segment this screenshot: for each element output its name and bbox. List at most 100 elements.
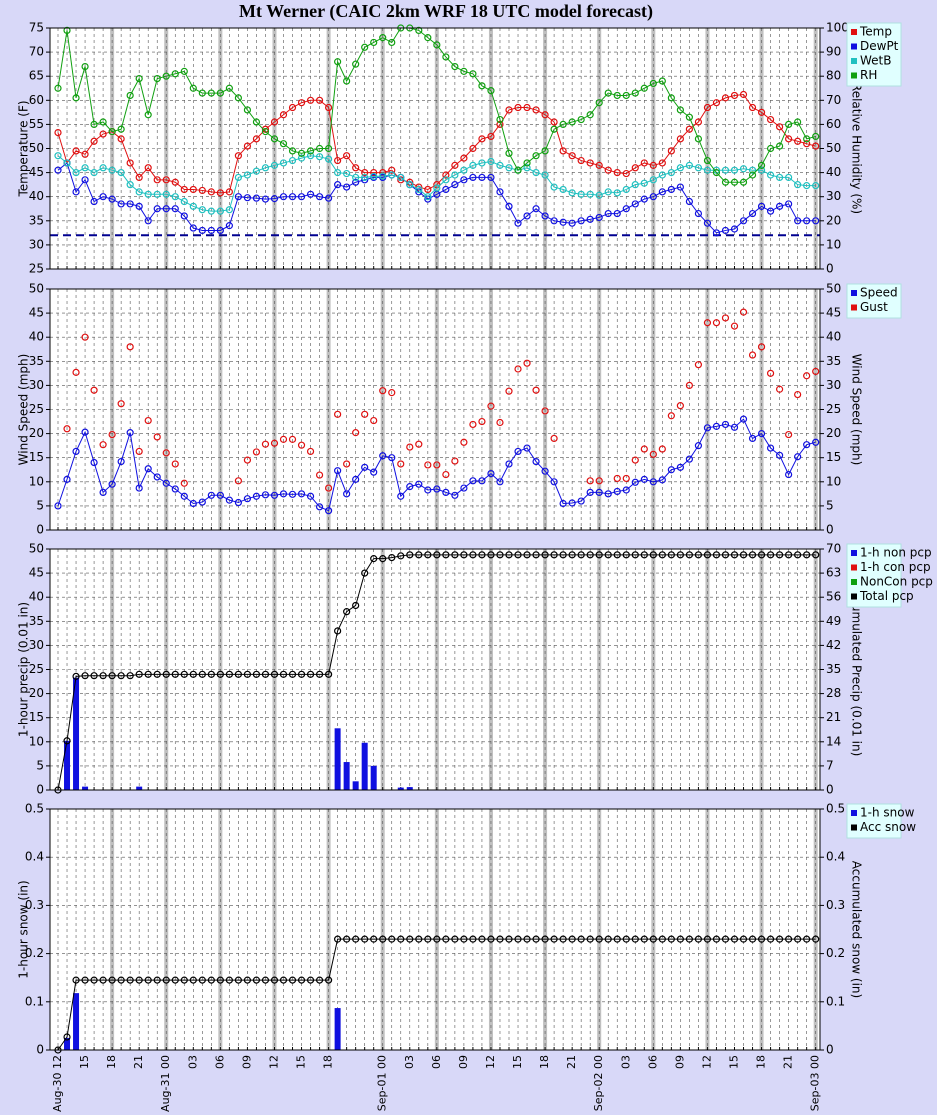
y-tick-label: 40 xyxy=(29,189,44,203)
point xyxy=(541,935,549,943)
point xyxy=(812,182,820,190)
point xyxy=(721,166,730,174)
point xyxy=(81,176,89,184)
point xyxy=(252,194,261,202)
point xyxy=(72,188,80,196)
point xyxy=(703,319,712,327)
point xyxy=(460,176,468,184)
legend-swatch xyxy=(851,290,857,296)
point xyxy=(379,935,387,943)
legend-swatch xyxy=(851,564,857,571)
point xyxy=(568,152,576,160)
point xyxy=(550,551,558,559)
point xyxy=(388,389,396,397)
point xyxy=(90,137,98,145)
y2-tick-label: 0.3 xyxy=(826,898,845,912)
point xyxy=(640,551,648,559)
point xyxy=(785,135,793,143)
y-tick-label: 35 xyxy=(29,614,44,628)
point xyxy=(261,440,270,448)
point xyxy=(451,181,459,189)
point xyxy=(559,120,567,129)
point xyxy=(577,551,585,559)
point xyxy=(252,118,261,126)
point xyxy=(604,209,612,218)
point xyxy=(757,430,766,438)
point xyxy=(171,70,179,78)
point xyxy=(748,935,757,943)
point xyxy=(334,156,342,165)
point xyxy=(487,87,495,95)
point xyxy=(676,935,684,943)
point xyxy=(153,976,161,984)
point xyxy=(487,402,495,410)
point xyxy=(379,34,387,42)
point xyxy=(334,410,342,418)
bar xyxy=(64,1037,71,1050)
point xyxy=(63,159,71,167)
point xyxy=(766,144,775,153)
point xyxy=(505,149,513,157)
point xyxy=(532,935,540,943)
point xyxy=(487,132,495,141)
point xyxy=(631,935,639,943)
point xyxy=(703,103,712,112)
point xyxy=(117,457,125,466)
x-tick-label: 12 xyxy=(267,1055,280,1069)
y-tick-label: 45 xyxy=(29,306,44,320)
point xyxy=(685,455,694,463)
point xyxy=(785,120,793,129)
point xyxy=(225,222,233,230)
point xyxy=(207,226,215,235)
point xyxy=(370,416,378,425)
point xyxy=(586,111,594,119)
bar xyxy=(343,762,350,790)
y-tick-label: 25 xyxy=(29,262,44,276)
point xyxy=(135,188,143,196)
point xyxy=(180,670,188,678)
point xyxy=(325,976,333,984)
point xyxy=(288,103,297,112)
plot-frame xyxy=(49,27,821,270)
point xyxy=(442,176,450,184)
point xyxy=(379,452,387,460)
point xyxy=(649,79,657,88)
point xyxy=(189,499,197,508)
point xyxy=(180,976,188,984)
point xyxy=(135,447,143,456)
point xyxy=(234,94,242,102)
point xyxy=(343,77,351,85)
y2-tick-label: 0 xyxy=(826,523,834,537)
point xyxy=(568,551,576,559)
point xyxy=(433,41,441,49)
y2-tick-label: 90 xyxy=(826,45,841,59)
point xyxy=(415,26,423,35)
point xyxy=(577,190,585,198)
point xyxy=(739,551,748,559)
point xyxy=(721,226,730,235)
point xyxy=(460,67,468,75)
point xyxy=(117,135,125,143)
point xyxy=(433,184,441,192)
y2-tick-label: 15 xyxy=(826,450,841,464)
point xyxy=(505,935,513,943)
point xyxy=(757,935,766,943)
point xyxy=(153,670,161,678)
point xyxy=(171,178,179,186)
point xyxy=(306,976,315,984)
point xyxy=(451,935,459,943)
line xyxy=(57,27,816,183)
point xyxy=(739,308,748,316)
y2-tick-label: 80 xyxy=(826,69,841,83)
point xyxy=(135,202,143,210)
point xyxy=(144,465,152,473)
y-tick-label: 30 xyxy=(29,237,44,251)
point xyxy=(514,447,522,456)
point xyxy=(757,202,766,210)
legend-label: Gust xyxy=(860,300,888,314)
point xyxy=(90,169,98,177)
point xyxy=(126,159,134,167)
point xyxy=(171,205,179,213)
point xyxy=(469,144,477,153)
point xyxy=(523,935,531,943)
